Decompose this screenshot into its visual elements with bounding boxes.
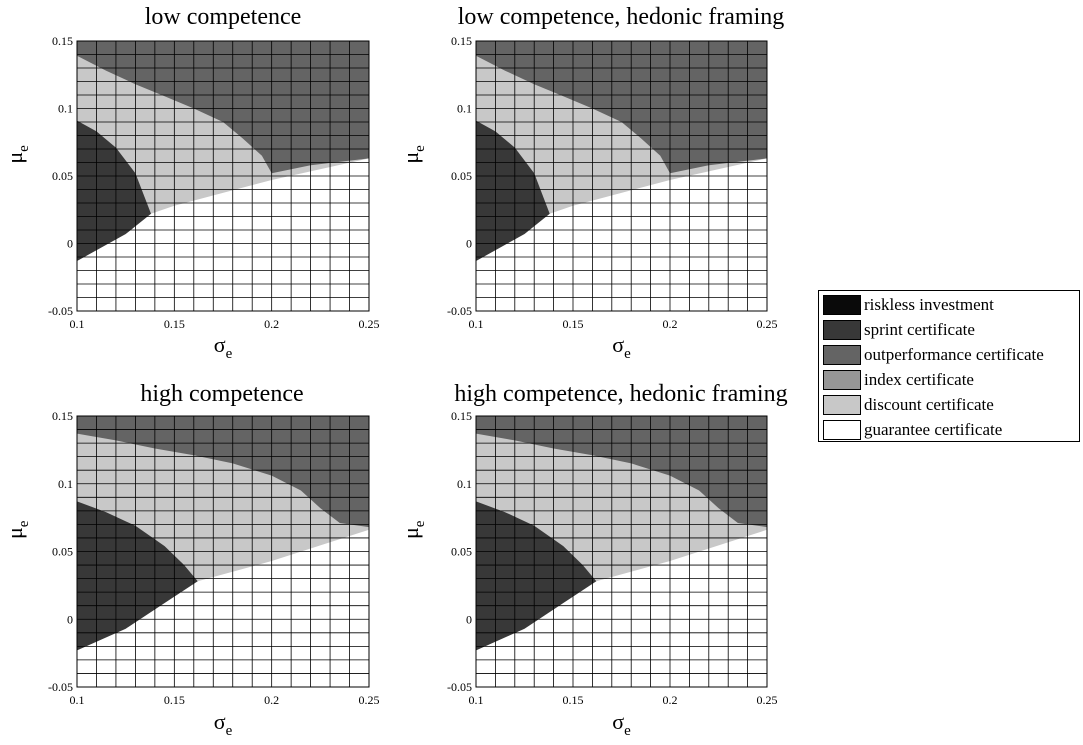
x-tick-label: 0.1 [70, 317, 85, 331]
y-axis-label: μe [398, 145, 428, 164]
grid [77, 416, 369, 687]
panel-title: high competence, hedonic framing [454, 381, 787, 407]
panel-title: low competence, hedonic framing [458, 4, 785, 30]
y-tick-label: -0.05 [447, 680, 472, 694]
region-outperformance [77, 416, 369, 528]
x-axis-label: σe [612, 332, 631, 362]
region-guarantee [476, 158, 767, 311]
legend-label: outperformance certificate [864, 345, 1044, 364]
x-tick-label: 0.2 [663, 317, 678, 331]
y-tick-label: 0.1 [457, 477, 472, 491]
y-tick-label: 0.15 [52, 409, 73, 423]
legend-swatch [823, 295, 861, 315]
x-tick-label: 0.1 [70, 693, 85, 707]
legend-item-sprint: sprint certificate [823, 319, 975, 341]
y-tick-label: -0.05 [48, 680, 73, 694]
x-tick-label: 0.25 [359, 317, 380, 331]
x-tick-label: 0.1 [469, 317, 484, 331]
y-tick-label: 0.05 [451, 545, 472, 559]
legend-swatch [823, 345, 861, 365]
plot-frame [76, 40, 370, 312]
y-tick-label: 0 [67, 612, 73, 626]
legend-swatch [823, 320, 861, 340]
y-axis-label: μe [2, 145, 32, 164]
y-tick-label: 0.15 [451, 34, 472, 48]
panel-2: low competence, hedonic framing 0.1 0.15 0.… [398, 4, 784, 362]
region-sprint [77, 120, 151, 261]
legend-label: index certificate [864, 370, 974, 389]
grid [476, 416, 767, 687]
panel-3: high competence 0.1 0.15 0.2 0.25 -0.05 0 0.05 0… [2, 381, 380, 739]
region-outperformance [77, 41, 369, 174]
legend-item-riskless: riskless investment [823, 294, 994, 316]
region-guarantee [476, 529, 767, 687]
legend-item-discount: discount certificate [823, 394, 994, 416]
plot-frame [475, 415, 768, 688]
x-axis-label: σe [214, 332, 233, 362]
y-tick-label: 0 [466, 237, 472, 251]
legend-label: guarantee certificate [864, 420, 1003, 439]
region-outperformance [476, 416, 767, 528]
x-tick-label: 0.15 [563, 317, 584, 331]
panel-4: high competence, hedonic framing 0.1 0.15 0… [398, 381, 788, 739]
y-tick-label: -0.05 [48, 304, 73, 318]
x-tick-label: 0.25 [359, 693, 380, 707]
plot-frame [76, 415, 370, 688]
region-sprint [476, 501, 597, 651]
legend-swatch [823, 370, 861, 390]
y-tick-label: 0.05 [451, 169, 472, 183]
region-sprint [476, 120, 550, 261]
grid [77, 41, 369, 311]
region-guarantee [77, 529, 369, 687]
legend-label: sprint certificate [864, 320, 975, 339]
legend-item-outperformance: outperformance certificate [823, 344, 1044, 366]
y-tick-label: 0.1 [58, 477, 73, 491]
plot-frame [475, 40, 768, 312]
legend-item-guarantee: guarantee certificate [823, 419, 1002, 441]
region-guarantee [77, 158, 369, 311]
panel-title: high competence [140, 381, 303, 407]
panel-title: low competence [145, 4, 302, 30]
y-tick-label: 0 [466, 612, 472, 626]
y-tick-label: 0.05 [52, 545, 73, 559]
legend-swatch [823, 395, 861, 415]
y-axis-label: μe [398, 520, 428, 539]
legend-item-index: index certificate [823, 369, 974, 391]
x-tick-label: 0.25 [757, 693, 778, 707]
x-axis-label: σe [612, 709, 631, 739]
x-tick-label: 0.2 [663, 693, 678, 707]
region-outperformance [476, 41, 767, 174]
x-tick-label: 0.25 [757, 317, 778, 331]
y-tick-label: 0.1 [58, 102, 73, 116]
legend-swatch [823, 420, 861, 440]
x-tick-label: 0.1 [469, 693, 484, 707]
region-sprint [77, 501, 198, 651]
y-tick-label: 0.05 [52, 169, 73, 183]
x-tick-label: 0.2 [264, 693, 279, 707]
y-tick-label: 0.15 [451, 409, 472, 423]
y-tick-label: -0.05 [447, 304, 472, 318]
x-tick-label: 0.2 [264, 317, 279, 331]
legend-label: discount certificate [864, 395, 994, 414]
legend-label: riskless investment [864, 295, 994, 314]
x-tick-label: 0.15 [563, 693, 584, 707]
legend: riskless investment sprint certificate out… [818, 290, 1080, 442]
x-tick-label: 0.15 [164, 693, 185, 707]
x-axis-label: σe [214, 709, 233, 739]
panel-1: low competence 0.1 0.15 0.2 0.25 -0.05 0 0.05 0.… [2, 4, 380, 362]
y-tick-label: 0.1 [457, 102, 472, 116]
y-tick-label: 0.15 [52, 34, 73, 48]
y-axis-label: μe [2, 520, 32, 539]
y-tick-label: 0 [67, 237, 73, 251]
grid [476, 41, 767, 311]
x-tick-label: 0.15 [164, 317, 185, 331]
